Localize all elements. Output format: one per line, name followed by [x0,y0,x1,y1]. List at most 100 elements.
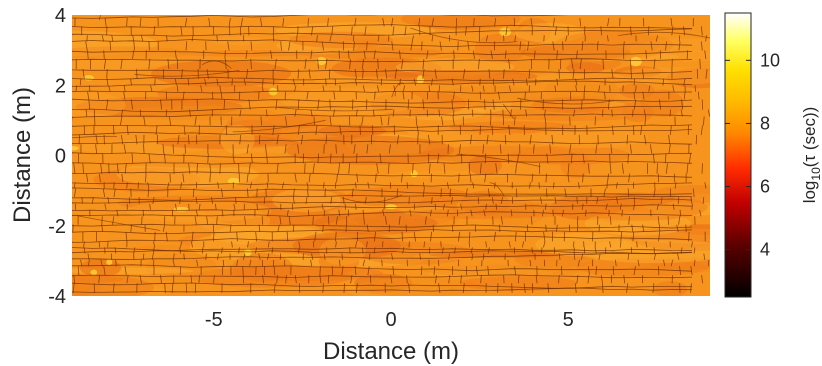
fracture-segment [665,163,668,174]
fracture-segment [525,109,528,117]
fracture-segment [551,134,554,145]
fracture-curve [517,97,615,105]
fracture-segment [576,197,578,204]
fracture-segment [688,231,690,242]
fracture-segment [267,253,270,260]
fracture-segment [467,41,470,51]
fracture-segment [294,109,297,117]
fracture-segment [166,35,168,42]
fracture-segment [284,144,287,154]
fracture-segment [366,224,369,232]
fracture-segment [361,58,364,70]
fracture-segment [415,116,417,126]
fracture-segment [394,69,397,79]
fracture-segment [672,85,675,92]
fracture-segment [399,50,401,59]
fracture-segment [431,197,433,204]
fracture-segment [658,231,661,242]
fracture-segment [403,85,406,92]
fracture-segment [510,209,513,217]
fracture-segment [530,216,533,225]
fracture-segment [419,253,421,260]
fracture-segment [335,241,337,248]
fracture-segment [508,241,511,248]
fracture-line [72,24,693,29]
fracture-segment [347,50,350,59]
fracture-segment [644,116,647,126]
fracture-segment [288,216,291,225]
fracture-segment [311,253,314,260]
fracture-segment [574,283,577,293]
fracture-segment [270,50,273,59]
fracture-segment [133,41,135,51]
fracture-segment [195,209,198,217]
fracture-segment [316,35,318,42]
fracture-segment [517,275,520,284]
fracture-curve [618,31,710,39]
fracture-segment [391,253,394,260]
high-value-spot [83,75,94,81]
fracture-segment [271,247,274,254]
fracture-segment [355,78,357,86]
fracture-segment [377,58,379,70]
fracture-segment [167,58,170,70]
fracture-segment [526,224,529,232]
fracture-segment [330,197,332,204]
fracture-segment [304,163,306,174]
fracture-segment [123,144,126,154]
fracture-segment [598,253,601,260]
fracture-segment [145,173,147,183]
fracture-segment [165,231,168,242]
fracture-segment [348,163,351,174]
fracture-segment [177,134,180,145]
fragment-patch [411,208,544,220]
fracture-segment [333,91,336,100]
fracture-segment [356,173,359,183]
fragment-patch [560,151,592,179]
fracture-segment [472,182,475,189]
fracture-segment [691,203,693,210]
fracture-segment [540,197,543,204]
fracture-segment [594,116,596,126]
fracture-segment [74,188,77,198]
fracture-segment [131,153,134,164]
fracture-segment [327,275,330,284]
fracture-segment [679,266,682,276]
fracture-segment [307,188,309,198]
fracture-segment [249,259,252,267]
colorbar-label: log10(τ (sec)) [800,107,822,204]
fracture-segment [495,163,498,174]
fracture-segment [522,241,524,248]
fracture-segment [322,283,324,293]
fracture-segment [667,216,670,225]
fracture-segment [123,91,126,100]
fracture-segment [183,253,185,260]
fracture-segment [576,224,579,232]
fracture-segment [582,153,585,164]
fracture-segment [174,78,177,86]
fracture-segment [454,247,456,254]
fracture-segment [504,50,507,59]
high-value-spot [499,27,512,37]
fracture-segment [629,58,632,70]
fracture-segment [261,216,264,225]
fracture-segment [180,26,183,36]
fracture-curve [72,135,118,139]
fracture-segment [533,50,536,59]
fracture-segment [562,41,564,51]
fracture-segment [250,41,253,51]
fracture-line [72,139,693,145]
fracture-segment [672,203,675,210]
fracture-segment [524,91,526,100]
fracture-segment [331,26,334,36]
fracture-line [72,274,693,279]
fracture-line [72,264,693,272]
fracture-segment [490,50,493,59]
fracture-segment [112,283,115,293]
fracture-segment [402,247,405,254]
fracture-segment [483,253,485,260]
fracture-segment [401,173,403,183]
fracture-segment [325,134,327,145]
fracture-segment [465,26,467,36]
fracture-segment [279,216,282,225]
